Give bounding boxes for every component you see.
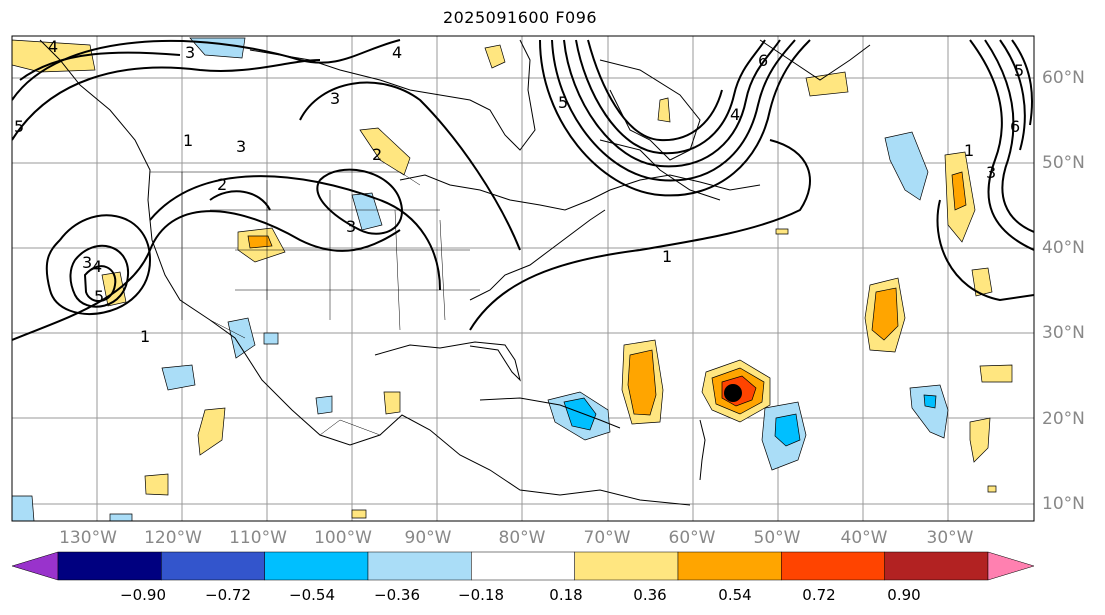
contour-label: 3 [185, 43, 195, 62]
contour-label: 6 [758, 51, 768, 70]
lon-label: 130°W [59, 528, 117, 548]
map-panel: 3 4 4 5 1 3 2 3 4 3 5 1 1 5 4 3 2 1 6 3 … [11, 35, 1035, 522]
contour-label: 2 [372, 145, 382, 164]
colorbar [11, 551, 1035, 581]
colorbar-tick-label: 0.90 [887, 586, 921, 604]
contour-label: 6 [1010, 117, 1020, 136]
contour-label: 3 [82, 253, 92, 272]
coastlines [39, 39, 871, 506]
colorbar-tick-label: 0.54 [718, 586, 752, 604]
lat-label: 20°N [1042, 409, 1085, 429]
contour-label: 1 [964, 141, 974, 160]
lat-label: 40°N [1042, 238, 1085, 258]
colorbar-segment [161, 551, 265, 581]
colorbar-tick-label: −0.18 [458, 586, 504, 604]
lat-label: 10°N [1042, 494, 1085, 514]
contour-label: 5 [14, 117, 24, 136]
contour-label: 1 [662, 247, 672, 266]
contour-label: 1 [140, 327, 150, 346]
anomaly-fills [12, 37, 1013, 521]
colorbar-segment [57, 551, 162, 581]
contour-label: 5 [94, 287, 104, 306]
contour-label: 3 [236, 137, 246, 156]
colorbar-segment [884, 551, 989, 581]
lon-label: 80°W [498, 528, 546, 548]
colorbar-tick-label: 0.18 [549, 586, 583, 604]
contour-label: 5 [1014, 61, 1024, 80]
colorbar-tick-label: −0.72 [205, 586, 251, 604]
lat-label: 30°N [1042, 323, 1085, 343]
colorbar-tick-label: −0.54 [289, 586, 335, 604]
contour-label: 4 [392, 43, 402, 62]
contour-label: 1 [183, 131, 193, 150]
lon-label: 110°W [229, 528, 287, 548]
graticule [12, 36, 1034, 521]
lon-label: 100°W [314, 528, 372, 548]
colorbar-segment [367, 551, 472, 581]
contour-label: 3 [346, 217, 356, 236]
colorbar-segment [471, 551, 575, 581]
colorbar-tick-label: −0.36 [374, 586, 420, 604]
lon-label: 120°W [144, 528, 202, 548]
contour-label: 4 [48, 37, 58, 56]
colorbar-tick-label: 0.36 [633, 586, 667, 604]
lon-label: 60°W [668, 528, 716, 548]
contour-label: 4 [92, 257, 102, 276]
contour-label: 3 [330, 89, 340, 108]
map-frame [11, 35, 1035, 522]
colorbar-extend-low [11, 551, 59, 581]
lat-label: 50°N [1042, 153, 1085, 173]
colorbar-tick-label: −0.90 [120, 586, 166, 604]
colorbar-tick-label: 0.72 [802, 586, 836, 604]
lon-label: 50°W [753, 528, 801, 548]
colorbar-segment [264, 551, 369, 581]
map-title: 2025091600 F096 [442, 8, 598, 27]
storm-center-marker [724, 384, 742, 402]
contour-label: 4 [730, 105, 740, 124]
contour-label: 5 [558, 93, 568, 112]
colorbar-segment [781, 551, 885, 581]
lon-label: 40°W [840, 528, 888, 548]
lat-label: 60°N [1042, 68, 1085, 88]
lon-label: 70°W [583, 528, 631, 548]
lon-label: 30°W [926, 528, 974, 548]
contour-label: 3 [986, 163, 996, 182]
colorbar-segment [574, 551, 679, 581]
contour-label: 2 [217, 175, 227, 194]
contour-label-group: 3 4 4 5 1 3 2 3 4 3 5 1 1 5 4 3 2 1 6 3 … [14, 37, 1024, 346]
colorbar-extend-high [987, 551, 1035, 581]
colorbar-segment [677, 551, 782, 581]
height-contours [12, 39, 1034, 341]
lon-label: 90°W [404, 528, 452, 548]
